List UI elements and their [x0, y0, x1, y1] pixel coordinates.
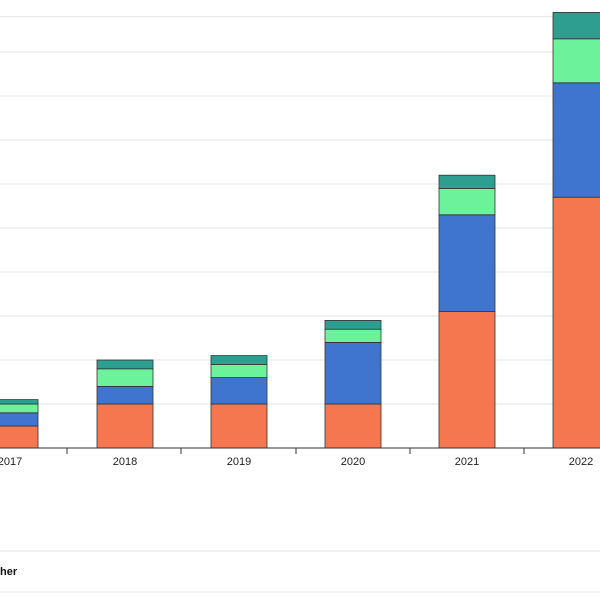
- bar-2021-segment-1: [438, 311, 496, 449]
- x-tick-label-2019: 2019: [227, 456, 251, 468]
- bar-2017-segment-2: [0, 412, 39, 427]
- gridlines: [0, 16, 600, 405]
- bar-2018-segment-3: [96, 368, 154, 387]
- bar-stacks: [0, 11, 600, 449]
- bar-2017-segment-4: [0, 399, 39, 405]
- bar-2019-segment-1: [210, 403, 268, 449]
- bar-2022-segment-3: [552, 38, 600, 84]
- bar-2020-segment-3: [324, 328, 382, 343]
- bar-2019-segment-4: [210, 355, 268, 365]
- bar-2020-segment-4: [324, 319, 382, 330]
- x-tick-label-2021: 2021: [455, 456, 479, 468]
- bar-2022-segment-4: [552, 11, 600, 40]
- bar-2018-segment-2: [96, 385, 154, 405]
- bar-2019-segment-3: [210, 363, 268, 378]
- bar-2017-segment-1: [0, 425, 39, 449]
- bar-2021-segment-3: [438, 187, 496, 216]
- bar-2022-segment-2: [552, 82, 600, 198]
- bar-2018-segment-4: [96, 359, 154, 370]
- bar-2019-segment-2: [210, 377, 268, 405]
- bar-2020-segment-1: [324, 403, 382, 449]
- x-tick-label-2020: 2020: [341, 456, 365, 468]
- bar-2020-segment-2: [324, 341, 382, 405]
- x-tick-label-2018: 2018: [113, 456, 137, 468]
- bar-2018-segment-1: [96, 403, 154, 449]
- bar-2022-segment-1: [552, 196, 600, 449]
- bar-2021-segment-2: [438, 214, 496, 313]
- bar-2017-segment-3: [0, 403, 39, 414]
- bar-2021-segment-4: [438, 174, 496, 189]
- legend: her: [0, 550, 600, 593]
- x-axis: 2017 2018 2019 2020 2021 2022: [0, 447, 600, 468]
- legend-entry-other: her: [0, 566, 18, 578]
- x-tick-label-2017: 2017: [0, 456, 22, 468]
- x-tick-label-2022: 2022: [569, 456, 593, 468]
